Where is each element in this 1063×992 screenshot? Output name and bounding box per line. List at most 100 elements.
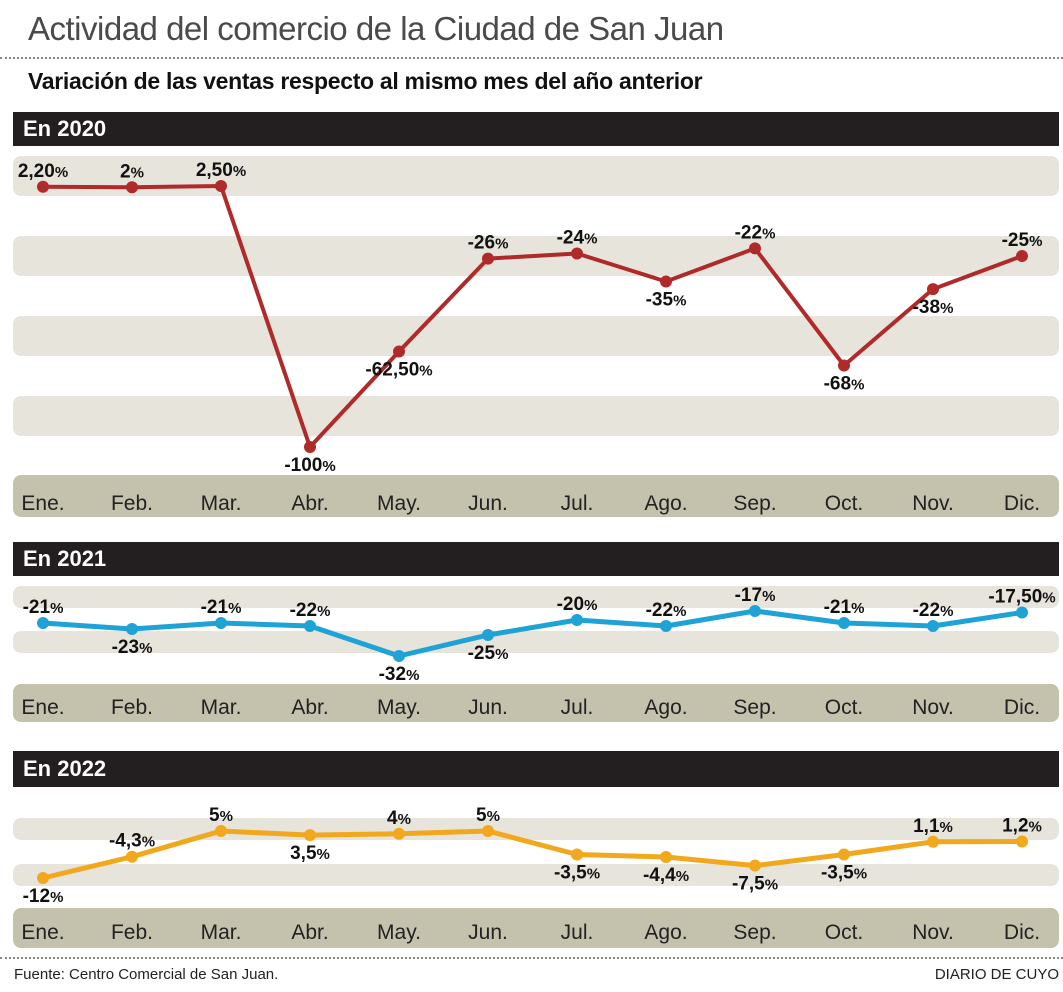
data-label: -7,5% — [732, 874, 778, 895]
background-band — [13, 396, 1059, 436]
data-point — [126, 181, 138, 194]
data-label: -22% — [290, 600, 331, 621]
data-point — [660, 850, 672, 863]
data-point — [1016, 250, 1028, 263]
x-tick-label: Feb. — [111, 492, 153, 515]
data-point — [927, 835, 939, 848]
data-point — [126, 850, 138, 863]
x-tick-label: Dic. — [1004, 696, 1040, 719]
x-tick-label: Ago. — [644, 921, 687, 944]
x-tick-label: Sep. — [733, 921, 776, 944]
data-label: -4,3% — [109, 831, 155, 852]
data-label: -68% — [824, 374, 865, 395]
data-point — [126, 623, 138, 635]
data-point — [482, 252, 494, 265]
x-tick-label: Abr. — [291, 921, 328, 944]
x-tick-label: Dic. — [1004, 492, 1040, 515]
data-point — [393, 827, 405, 840]
data-label: -26% — [468, 233, 509, 254]
data-point — [482, 825, 494, 837]
x-tick-label: Sep. — [733, 492, 776, 515]
background-band — [13, 156, 1059, 196]
data-label: -38% — [913, 297, 954, 318]
x-tick-label: May. — [377, 696, 421, 719]
chart-2022: -12% -4,3% 5% 3,5% 4% 5% -3,5% -4,4% -7,5% -3,5% 1… — [13, 805, 1059, 948]
data-point — [571, 247, 583, 260]
data-point — [749, 605, 761, 617]
x-tick-label: Mar. — [201, 492, 242, 515]
x-tick-label: Jun. — [468, 696, 508, 719]
panel-header-2022: En 2022 — [13, 751, 1059, 787]
background-band — [13, 631, 1059, 653]
chart-subtitle: Variación de las ventas respecto al mism… — [28, 68, 703, 94]
x-tick-label: Nov. — [912, 696, 954, 719]
data-point — [215, 180, 227, 192]
background-band — [13, 316, 1059, 356]
data-label: -24% — [557, 227, 598, 248]
x-tick-label: May. — [377, 492, 421, 515]
panel-header-2021: En 2021 — [13, 542, 1059, 576]
data-label: -22% — [646, 600, 687, 621]
data-point — [838, 848, 850, 861]
x-tick-label: Mar. — [201, 921, 242, 944]
data-label: 2,20% — [18, 161, 68, 182]
data-label: 1,1% — [913, 816, 953, 837]
x-tick-label: Ene. — [21, 492, 64, 515]
data-label: -17,50% — [988, 587, 1055, 608]
data-point — [749, 859, 761, 872]
x-tick-label: Abr. — [291, 696, 328, 719]
x-tick-label: Ago. — [644, 492, 687, 515]
data-point — [304, 829, 316, 842]
data-point — [215, 617, 227, 629]
chart-title: Actividad del comercio de la Ciudad de S… — [28, 10, 724, 47]
x-tick-label: Ago. — [644, 696, 687, 719]
data-label: 1,2% — [1002, 816, 1042, 837]
data-label: -21% — [201, 597, 242, 618]
x-axis-band — [13, 475, 1059, 517]
x-tick-label: Oct. — [825, 696, 864, 719]
data-label: 2,50% — [196, 160, 246, 181]
background-band — [13, 586, 1059, 608]
data-label: -21% — [824, 597, 865, 618]
chart-2020: 2,20% 2% 2,50% -100% -62,50% -26% -24% -35% -22%… — [13, 156, 1059, 517]
data-label: 4% — [387, 808, 411, 829]
data-label: -22% — [913, 600, 954, 621]
data-label: 2% — [120, 161, 144, 182]
data-label: -23% — [112, 637, 153, 658]
x-tick-label: Jun. — [468, 921, 508, 944]
data-label: -12% — [23, 886, 64, 907]
x-tick-label: Nov. — [912, 492, 954, 515]
brand-credit: DIARIO DE CUYO — [934, 966, 1059, 983]
data-label: 5% — [476, 805, 500, 826]
data-label: -25% — [468, 643, 509, 664]
chart-2021: -21% -23% -21% -22% -32% -25% -20% -22% -17% -21%… — [13, 585, 1059, 722]
x-tick-label: Abr. — [291, 492, 328, 515]
data-point — [393, 650, 405, 662]
data-point — [927, 283, 939, 296]
data-point — [660, 620, 672, 632]
data-point — [37, 872, 49, 884]
data-label: -25% — [1002, 230, 1043, 251]
data-label: -22% — [735, 222, 776, 243]
background-band — [13, 818, 1059, 840]
series-line — [42, 184, 1023, 449]
data-point — [1016, 835, 1028, 848]
x-tick-label: Mar. — [201, 696, 242, 719]
panel-header-2020: En 2020 — [13, 112, 1059, 146]
data-point — [660, 275, 672, 288]
x-tick-label: Jul. — [561, 492, 594, 515]
x-tick-label: Jul. — [561, 921, 594, 944]
x-tick-label: Nov. — [912, 921, 954, 944]
x-axis-band — [13, 684, 1059, 722]
data-label: -35% — [646, 289, 687, 310]
data-point — [571, 848, 583, 861]
x-tick-label: Jun. — [468, 492, 508, 515]
data-label: -21% — [23, 597, 64, 618]
data-point — [37, 180, 49, 193]
x-tick-label: Jul. — [561, 696, 594, 719]
data-label: -3,5% — [554, 863, 600, 884]
data-point — [304, 441, 316, 453]
source-note: Fuente: Centro Comercial de San Juan. — [14, 966, 279, 983]
x-tick-label: Feb. — [111, 696, 153, 719]
data-point — [838, 359, 850, 372]
